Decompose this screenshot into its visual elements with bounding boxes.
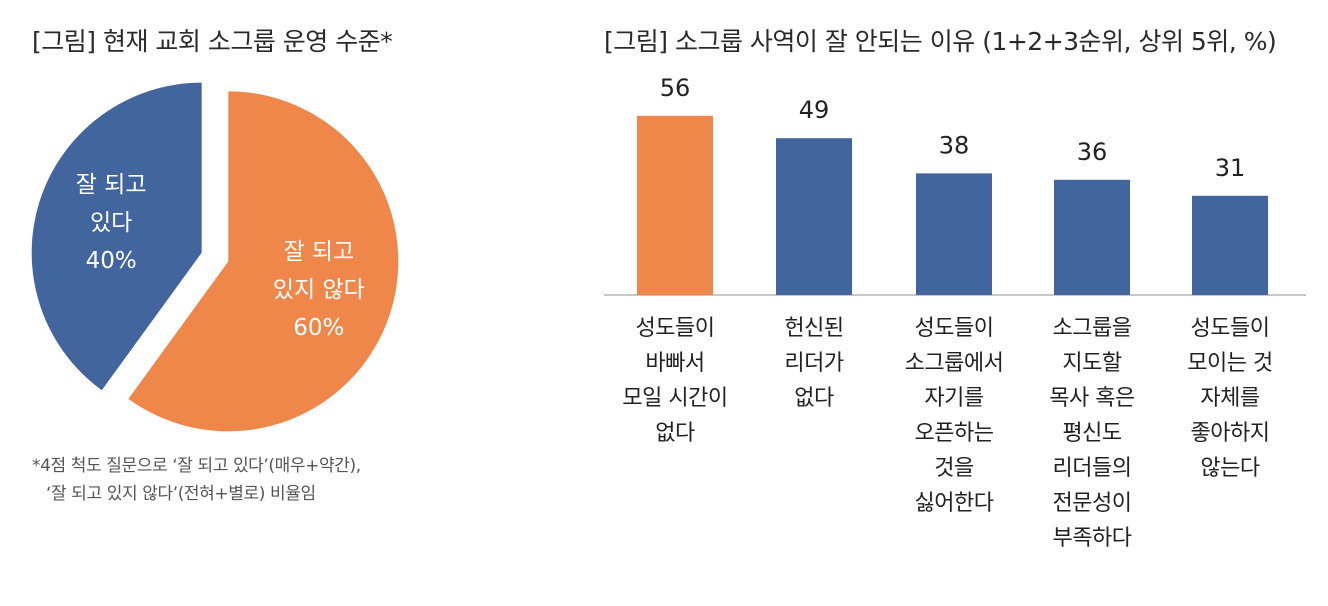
bar-category-label-line: 싫어한다 bbox=[914, 491, 994, 516]
bar-value-label: 31 bbox=[1215, 154, 1246, 182]
bar-category-label-line: 좋아하지 bbox=[1190, 421, 1270, 446]
bar-chart-title: [그림] 소그룹 사역이 잘 안되는 이유 (1+2+3순위, 상위 5위, %… bbox=[604, 27, 1277, 56]
bar-value-label: 36 bbox=[1077, 138, 1108, 166]
bar-category-label-line: 성도들이 bbox=[635, 316, 715, 341]
bar-2 bbox=[916, 173, 992, 295]
bar-value-label: 38 bbox=[939, 131, 970, 159]
bar-category-label-line: 없다 bbox=[794, 386, 834, 411]
pie-slice-label: 잘 되고 bbox=[76, 172, 147, 198]
bar-category-label-line: 오픈하는 bbox=[914, 421, 994, 446]
pie-slice-label: 잘 되고 bbox=[283, 239, 354, 265]
bar-category-label-line: 전문성이 bbox=[1052, 491, 1132, 516]
bar-category-label-line: 리더가 bbox=[784, 351, 844, 376]
pie-slice-value-label: 60% bbox=[293, 315, 344, 341]
bar-category-label-line: 헌신된 bbox=[784, 316, 844, 341]
bar-category-label-line: 바빠서 bbox=[645, 351, 705, 376]
bar-category-label-line: 않는다 bbox=[1200, 456, 1260, 481]
bar-value-label: 49 bbox=[799, 96, 830, 124]
bar-category-label-line: 리더들의 bbox=[1052, 456, 1132, 481]
bar-category-label-line: 없다 bbox=[655, 421, 695, 446]
bar-category-label-line: 소그룹에서 bbox=[904, 351, 1004, 376]
bar-4 bbox=[1192, 195, 1268, 295]
bar-3 bbox=[1054, 179, 1130, 295]
bar-category-label-line: 것을 bbox=[934, 456, 974, 481]
bar-category-label-line: 모이는 것 bbox=[1187, 351, 1273, 376]
bar-category-label-line: 평신도 bbox=[1062, 421, 1122, 446]
bar-category-label-line: 부족하다 bbox=[1052, 526, 1132, 551]
bar-category-label-line: 자체를 bbox=[1200, 386, 1260, 411]
pie-slice-0 bbox=[31, 82, 202, 391]
bar-value-label: 56 bbox=[660, 74, 691, 102]
bar-category-label-line: 목사 혹은 bbox=[1049, 386, 1135, 411]
pie-footnote: *4점 척도 질문으로 ‘잘 되고 있다’(매우+약간), ‘잘 되고 있지 않… bbox=[32, 452, 361, 508]
bar-category-label-line: 자기를 bbox=[924, 386, 984, 411]
bar-category-label-line: 성도들이 bbox=[914, 316, 994, 341]
footnote-line-2: ‘잘 되고 있지 않다’(전혀+별로) 비율임 bbox=[46, 484, 316, 504]
pie-slice-label: 있지 않다 bbox=[273, 277, 365, 303]
bar-category-label-line: 성도들이 bbox=[1190, 316, 1270, 341]
bar-category-label-line: 소그룹을 bbox=[1052, 316, 1132, 341]
pie-slice-1 bbox=[128, 91, 399, 432]
pie-chart-title: [그림] 현재 교회 소그룹 운영 수준* bbox=[32, 27, 393, 56]
pie-slice-value-label: 40% bbox=[86, 248, 137, 274]
bar-chart: 56 49 38 36 31 bbox=[604, 74, 1306, 296]
footnote-line-1: *4점 척도 질문으로 ‘잘 되고 있다’(매우+약간), bbox=[32, 456, 361, 476]
bar-category-label-line: 모일 시간이 bbox=[622, 386, 728, 411]
bar-category-label-line: 지도할 bbox=[1062, 351, 1122, 376]
pie-slice-label: 있다 bbox=[90, 210, 132, 236]
bar-0 bbox=[637, 115, 713, 295]
bar-1 bbox=[776, 138, 852, 295]
